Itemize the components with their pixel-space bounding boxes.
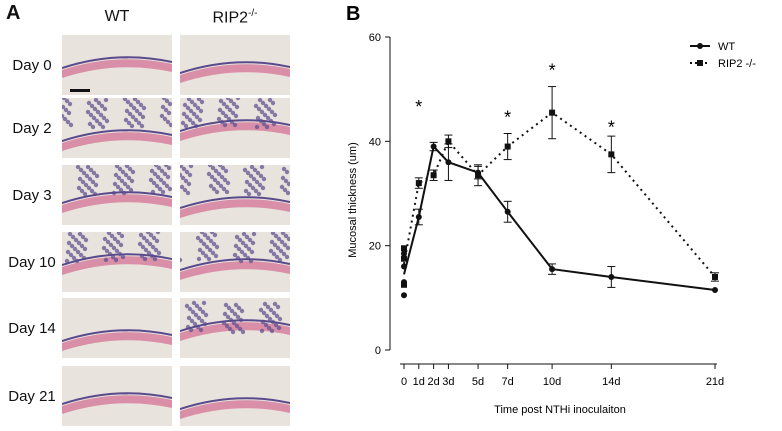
rip2-point-7	[504, 143, 511, 150]
row-label-1: Day 2	[12, 120, 52, 137]
wt-series-line	[403, 144, 716, 291]
legend-wt-marker	[697, 43, 703, 49]
x-tick-label-4: 5d	[472, 376, 484, 388]
x-tick-label-6: 10d	[543, 376, 561, 388]
rip2-series-line	[403, 111, 716, 278]
wt-histology-image-5	[62, 366, 172, 426]
x-tick-label-7: 14d	[602, 376, 620, 388]
x-tick-label-8: 21d	[706, 376, 724, 388]
y-tick-label-1: 20	[369, 241, 381, 253]
wt-point-2	[401, 263, 407, 270]
row-label-2: Day 3	[12, 187, 52, 204]
rip2-column-header: RIP2-/-	[212, 8, 258, 27]
rip2-point-2	[401, 245, 407, 252]
significance-star-0: *	[415, 97, 422, 117]
rip2-point-10	[712, 273, 718, 280]
x-tick-label-3: 3d	[442, 376, 454, 388]
significance-star-2: *	[549, 60, 556, 80]
row-label-3: Day 10	[8, 254, 56, 271]
panel-a-letter: A	[6, 2, 21, 24]
y-tick-label-2: 40	[369, 136, 381, 148]
x-tick-label-1: 1d	[413, 376, 425, 388]
y-tick-label-0: 0	[375, 345, 381, 357]
x-tick-label-2: 2d	[427, 376, 439, 388]
y-axis-title: Mucosal thickness (um)	[347, 142, 359, 258]
wt-point-3	[401, 250, 407, 257]
rip2-point-9	[608, 151, 615, 158]
wt-point-5	[430, 143, 437, 150]
row-label-0: Day 0	[12, 57, 52, 74]
significance-star-1: *	[504, 107, 511, 127]
legend-wt-label: WT	[718, 41, 735, 53]
wt-point-4	[415, 213, 422, 220]
rip2-histology-image-1	[180, 98, 290, 158]
x-tick-label-0: 0	[401, 376, 407, 388]
rip2-point-1	[401, 255, 407, 262]
wt-histology-image-0	[62, 35, 172, 95]
rip2-histology-image-0	[180, 35, 290, 95]
wt-column-header: WT	[104, 8, 130, 25]
rip2-point-8	[549, 109, 556, 116]
wt-histology-image-1	[62, 98, 172, 158]
row-label-5: Day 21	[8, 388, 56, 405]
rip2-point-5	[445, 138, 452, 145]
wt-point-8	[504, 208, 511, 215]
wt-histology-image-2	[62, 165, 172, 225]
panel-b-letter: B	[346, 3, 360, 25]
rip2-point-4	[430, 172, 437, 179]
row-label-4: Day 14	[8, 320, 56, 337]
wt-histology-image-3	[62, 232, 172, 292]
rip2-histology-image-4	[180, 298, 290, 358]
y-tick-label-3: 60	[369, 32, 381, 44]
rip2-point-0	[401, 281, 407, 288]
scale-bar	[70, 89, 90, 92]
x-axis-title: Time post NTHi inoculaiton	[494, 404, 626, 416]
rip2-histology-image-5	[180, 366, 290, 426]
legend-rip2-label: RIP2 -/-	[718, 58, 756, 70]
wt-point-11	[712, 287, 718, 294]
wt-histology-image-4	[62, 298, 172, 358]
rip2-histology-image-3	[180, 232, 290, 292]
wt-point-10	[608, 273, 615, 280]
rip2-point-3	[415, 180, 422, 187]
wt-point-9	[549, 266, 556, 273]
rip2-histology-image-2	[180, 165, 290, 225]
legend-rip2-marker	[697, 60, 703, 66]
significance-star-3: *	[608, 118, 615, 138]
wt-point-0	[401, 292, 407, 299]
x-tick-label-5: 7d	[502, 376, 514, 388]
rip2-point-6	[475, 172, 482, 179]
wt-point-6	[445, 159, 452, 166]
